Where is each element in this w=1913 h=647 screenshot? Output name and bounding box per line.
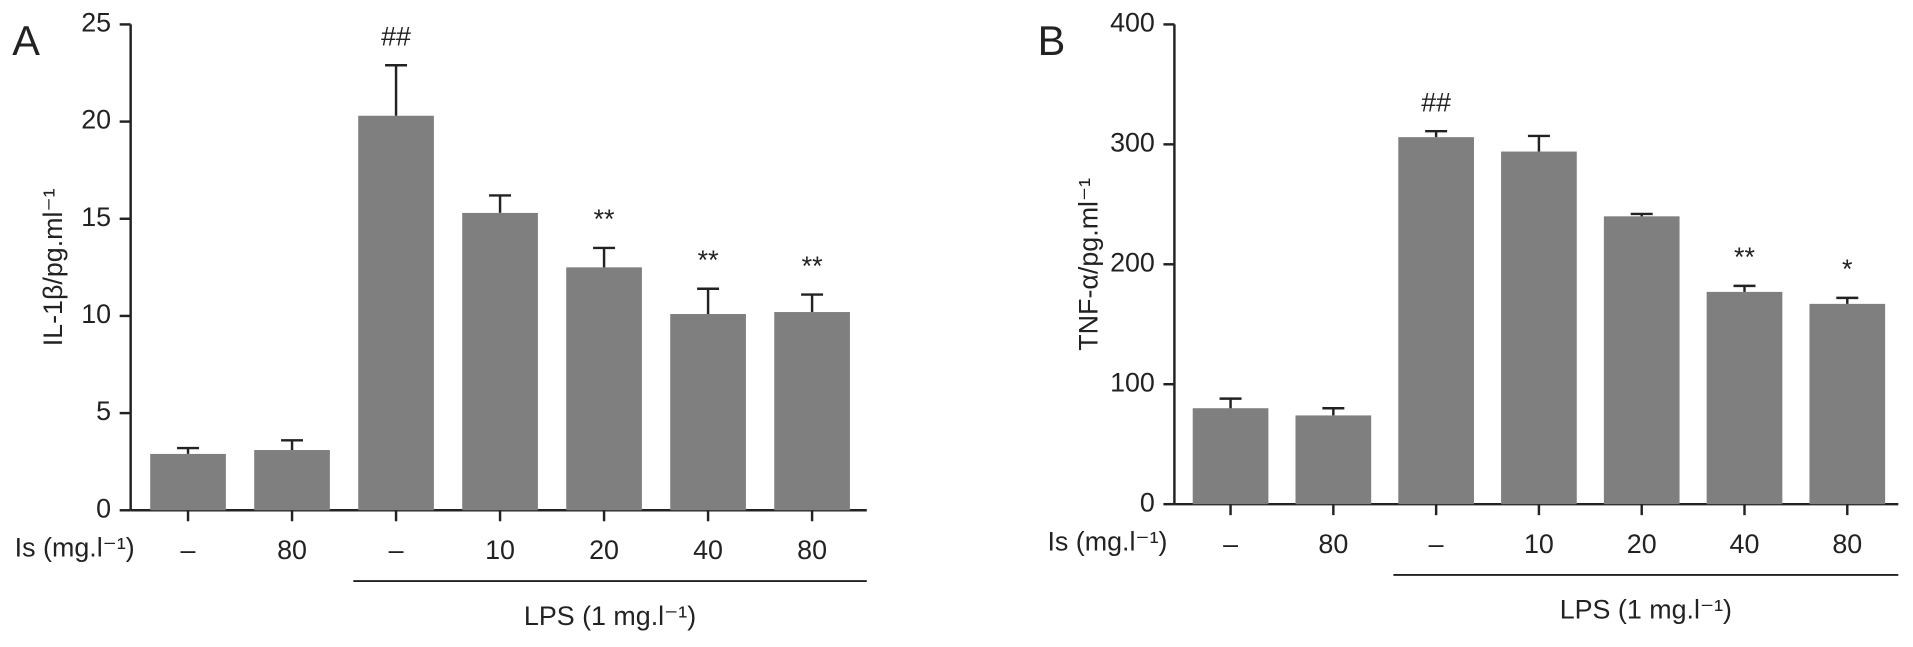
y-tick-label: 15 xyxy=(81,202,111,232)
x-tick-label: 10 xyxy=(1524,529,1554,559)
y-tick-label: 25 xyxy=(81,8,111,38)
error-bar xyxy=(1630,212,1653,217)
bar xyxy=(462,212,538,511)
error-bar xyxy=(1425,129,1448,138)
error-bar xyxy=(593,246,616,268)
bar xyxy=(1295,415,1372,505)
bar xyxy=(1501,151,1577,505)
y-tick-label: 200 xyxy=(1110,247,1155,277)
bar xyxy=(1603,216,1680,505)
bar xyxy=(1192,408,1269,505)
x-tick-label: – xyxy=(181,535,196,565)
group-label: LPS (1 mg.l⁻¹) xyxy=(524,601,696,631)
y-axis-label: TNF-α/pg.ml⁻¹ xyxy=(1073,178,1103,351)
annotation: ** xyxy=(594,204,615,234)
error-bar xyxy=(1219,397,1242,409)
error-bar xyxy=(697,287,720,314)
x-tick-label: 10 xyxy=(485,535,515,565)
y-tick-label: 5 xyxy=(96,396,111,426)
error-bar xyxy=(1733,284,1756,292)
annotation: ** xyxy=(802,251,823,281)
bar xyxy=(358,115,434,511)
x-tick-label: 80 xyxy=(1832,529,1862,559)
error-bar xyxy=(801,293,824,313)
bar xyxy=(1809,303,1886,505)
panel-letter: B xyxy=(1038,17,1066,64)
error-bar xyxy=(489,194,512,213)
error-bar xyxy=(1322,406,1345,416)
x-tick-label: – xyxy=(1429,529,1444,559)
x-tick-label: 40 xyxy=(1730,529,1760,559)
bar xyxy=(670,313,746,511)
y-tick-label: 20 xyxy=(81,105,111,135)
bar xyxy=(1398,137,1474,505)
annotation: ## xyxy=(1421,87,1451,117)
bar xyxy=(254,450,330,511)
error-bar xyxy=(281,439,304,451)
x-tick-label: 80 xyxy=(277,535,307,565)
bar xyxy=(150,453,226,511)
y-tick-label: 100 xyxy=(1110,367,1155,397)
x-tick-label: 20 xyxy=(589,535,619,565)
x-tick-label: – xyxy=(1223,529,1238,559)
y-axis-label: IL-1β/pg.ml⁻¹ xyxy=(38,188,68,346)
annotation: ** xyxy=(698,245,719,275)
x-tick-label: – xyxy=(389,535,404,565)
error-bar xyxy=(385,64,408,116)
x-tick-label: 80 xyxy=(1318,529,1348,559)
group-label: LPS (1 mg.l⁻¹) xyxy=(1560,595,1732,625)
x-tick-label: 20 xyxy=(1627,529,1657,559)
panel-letter: A xyxy=(12,17,40,64)
y-tick-label: 0 xyxy=(1140,487,1155,517)
bar xyxy=(774,312,850,511)
bar xyxy=(566,267,642,511)
bar xyxy=(1706,291,1783,505)
y-tick-label: 400 xyxy=(1110,8,1155,38)
annotation: ## xyxy=(381,21,411,51)
annotation: ** xyxy=(1734,242,1755,272)
y-tick-label: 300 xyxy=(1110,127,1155,157)
annotation: * xyxy=(1842,254,1853,284)
x-tick-label: 80 xyxy=(797,535,827,565)
y-tick-label: 0 xyxy=(96,493,111,523)
x-tick-label: 40 xyxy=(693,535,723,565)
y-tick-label: 10 xyxy=(81,299,111,329)
row-label: Is (mg.l⁻¹) xyxy=(1047,526,1167,556)
error-bar xyxy=(1836,296,1859,304)
error-bar xyxy=(177,446,200,454)
error-bar xyxy=(1527,134,1550,152)
row-label: Is (mg.l⁻¹) xyxy=(15,532,135,562)
